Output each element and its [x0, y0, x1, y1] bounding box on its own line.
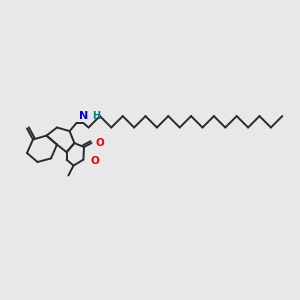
Text: O: O: [90, 156, 99, 166]
Text: N: N: [79, 111, 88, 121]
Text: H: H: [92, 111, 100, 121]
Text: O: O: [95, 137, 104, 148]
